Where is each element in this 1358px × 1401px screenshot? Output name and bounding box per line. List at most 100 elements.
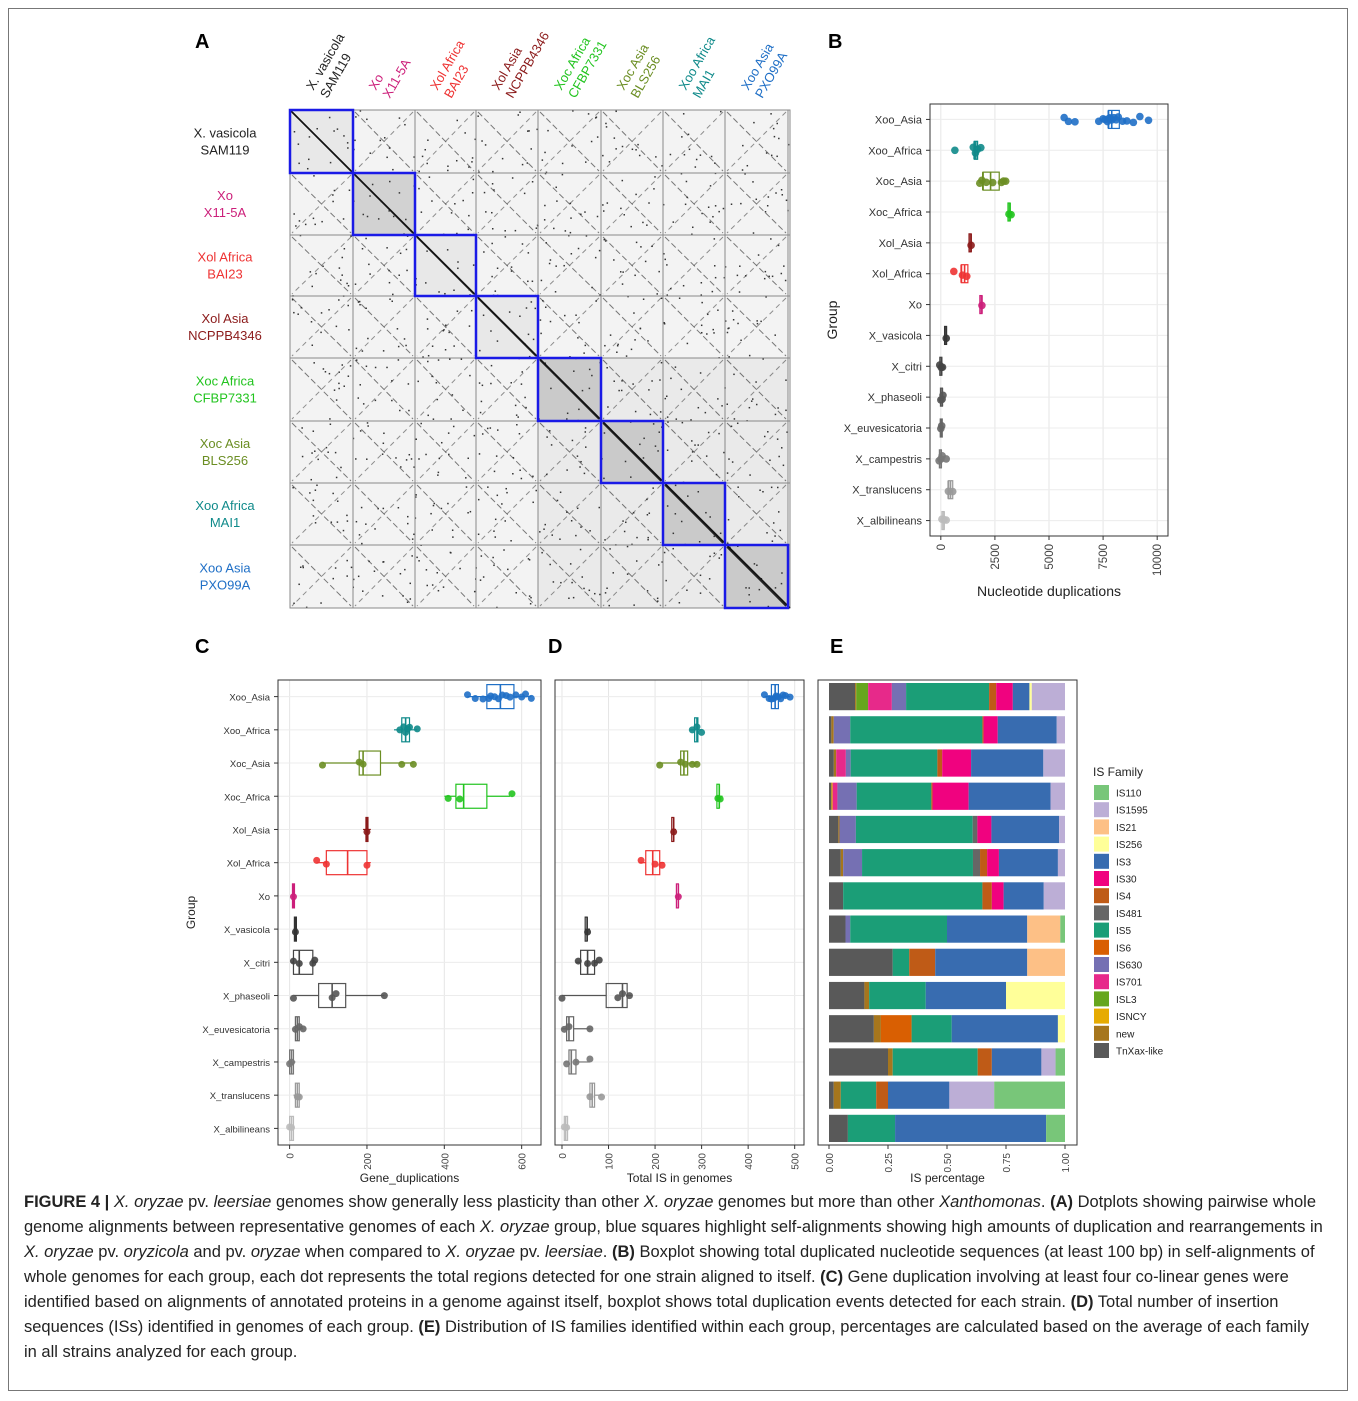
dotplot-speckle <box>646 590 649 592</box>
dotplot-speckle <box>720 554 723 556</box>
row-label-name: Xoo Africa <box>195 498 255 513</box>
dotplot-speckle <box>320 602 322 604</box>
dotplot-speckle <box>409 582 412 585</box>
dotplot-speckle <box>780 582 783 585</box>
dotplot-speckle <box>634 274 636 277</box>
dotplot-speckle <box>613 137 616 139</box>
legend-label: IS5 <box>1116 926 1131 937</box>
dotplot-speckle <box>427 414 429 417</box>
data-point <box>313 856 321 864</box>
dotplot-speckle <box>528 595 531 597</box>
dotplot-speckle <box>365 237 367 240</box>
dotplot-speckle <box>426 584 428 587</box>
dotplot-speckle <box>306 167 309 170</box>
alignment-line <box>291 422 352 482</box>
dotplot-speckle <box>530 301 533 303</box>
data-point <box>332 990 340 998</box>
alignment-line <box>539 174 600 234</box>
alignment-line <box>354 111 414 172</box>
row-label-strain: BAI23 <box>207 267 242 282</box>
dotplot-speckle <box>361 350 364 352</box>
dotplot-speckle <box>505 487 507 490</box>
bar-segment <box>1059 815 1065 844</box>
dotplot-speckle <box>426 318 429 320</box>
self-alignment-square <box>599 419 665 485</box>
alignment-line <box>726 484 787 544</box>
dotplot-speckle <box>399 409 401 412</box>
alignment-line <box>602 174 662 234</box>
dotplot-speckle <box>603 238 606 241</box>
bar-segment <box>892 1048 978 1076</box>
dotplot-speckle <box>336 521 339 523</box>
dotplot-speckle <box>447 169 449 172</box>
y-tick-label: Xo <box>258 892 270 903</box>
dotplot-speckle <box>733 373 735 376</box>
alignment-line <box>664 236 724 295</box>
bar-segment <box>977 815 992 844</box>
bar-segment <box>839 815 856 844</box>
dotplot-speckle <box>686 196 688 199</box>
dotplot-speckle <box>471 161 473 163</box>
dotplot-speckle <box>467 512 469 514</box>
bar-segment <box>942 749 972 777</box>
dotplot-speckle <box>526 162 529 164</box>
dotplot-speckle <box>674 513 677 515</box>
bar-segment <box>909 948 936 976</box>
dotplot-speckle <box>524 396 526 399</box>
dotplot-speckle <box>312 499 315 502</box>
dotplot-speckle <box>622 271 624 273</box>
inversion-line <box>291 236 352 295</box>
dotplot-speckle <box>630 225 632 228</box>
dotplot-speckle <box>415 494 417 496</box>
inversion-line <box>477 111 537 172</box>
dotplot-speckle <box>478 453 481 455</box>
bar-segment <box>862 849 973 877</box>
dotplot-speckle <box>483 251 485 253</box>
dotplot-speckle <box>682 284 685 287</box>
boxplot-panel-D: 0 100 200 300 400 500 Total IS in genomes <box>554 679 805 1185</box>
dotplot-speckle <box>382 561 385 563</box>
dotplot-speckle <box>691 233 693 236</box>
x-tick-label-group: 400 <box>440 1153 451 1170</box>
plot-area <box>277 679 542 1146</box>
dotplot-speckle <box>320 312 323 314</box>
dotplot-speckle <box>609 334 612 336</box>
x-tick-label: 0.25 <box>884 1153 895 1173</box>
dotplot-speckle <box>543 528 545 530</box>
dotplot-speckle <box>425 453 427 456</box>
bar-segment <box>873 1015 881 1043</box>
dotplot-speckle <box>767 196 770 198</box>
dotplot-speckle <box>350 235 352 238</box>
dotplot-speckle <box>712 328 714 331</box>
dotplot-speckle <box>670 377 672 380</box>
dotplot-speckle <box>424 148 426 151</box>
dotplot-speckle <box>583 587 585 590</box>
dotplot-speckle <box>425 282 427 284</box>
inversion-line <box>416 422 475 482</box>
legend-swatch <box>1094 1043 1109 1058</box>
dotplot-speckle <box>405 248 408 251</box>
dotplot-speckle <box>683 153 686 156</box>
data-point <box>977 143 985 152</box>
data-point <box>637 856 645 864</box>
dotplot-speckle <box>388 147 391 149</box>
dotplot-speckle <box>621 179 624 182</box>
data-point <box>1064 117 1073 126</box>
legend-label: IS701 <box>1116 978 1143 989</box>
bar-segment <box>1027 915 1061 943</box>
caption-segment: . <box>602 1243 612 1261</box>
dotplot-speckle <box>335 325 338 328</box>
dotplot-speckle <box>459 567 461 570</box>
dotplot-speckle <box>744 173 746 175</box>
y-axis-label: Group <box>184 896 198 930</box>
dotplot-speckle <box>561 162 564 165</box>
inversion-line <box>602 174 662 234</box>
dotplot-speckle <box>543 219 546 221</box>
dotplot-speckle <box>329 418 331 420</box>
x-axis-label: IS percentage <box>910 1171 985 1185</box>
dotplot-speckle <box>510 382 512 384</box>
dotplot-speckle <box>494 518 497 521</box>
dotplot-speckle <box>766 532 768 534</box>
dotplot-speckle <box>452 425 455 428</box>
dotplot-speckle <box>342 218 345 220</box>
